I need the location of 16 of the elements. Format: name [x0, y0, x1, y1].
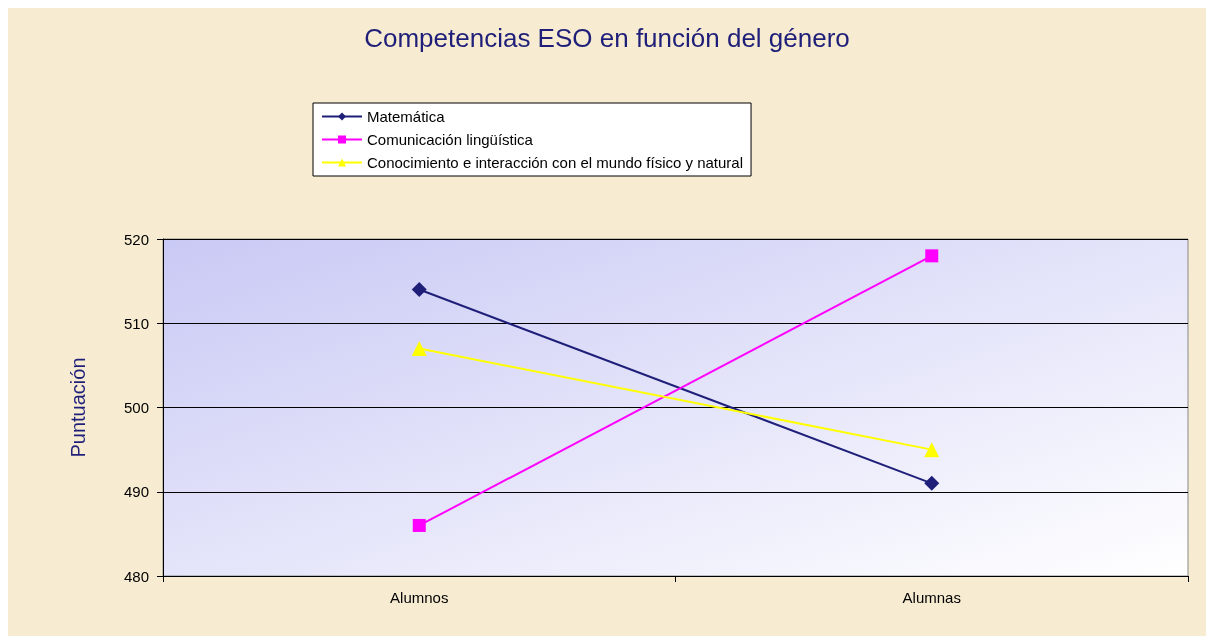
legend-label: Conocimiento e interacción con el mundo físico y natural — [367, 154, 744, 171]
y-axis-title: Puntuación — [67, 357, 89, 458]
chart-title: Competencias ESO en función del género — [364, 23, 850, 53]
x-tick-label: Alumnos — [390, 589, 449, 606]
point — [412, 518, 426, 532]
y-tick-label: 510 — [123, 314, 149, 332]
legend-label: Matemática — [367, 108, 446, 125]
point — [925, 249, 939, 263]
y-tick-label: 500 — [123, 399, 149, 416]
y-tick-label: 490 — [123, 483, 149, 501]
y-tick-label: 520 — [123, 230, 149, 248]
legend-label: Comunicación lingüística — [367, 131, 534, 148]
point — [924, 475, 940, 491]
x-tick-label: Alumnas — [902, 589, 961, 606]
point — [411, 282, 427, 298]
y-tick-label: 480 — [123, 567, 149, 585]
